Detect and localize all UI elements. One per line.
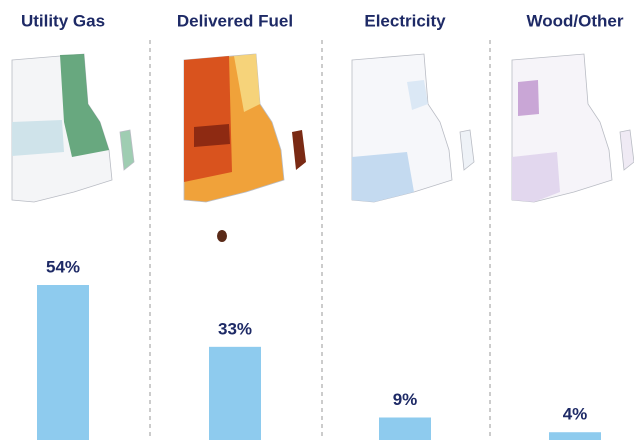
value-label: 9% <box>393 390 418 409</box>
category-label: Utility Gas <box>21 11 105 30</box>
category-label: Delivered Fuel <box>177 11 293 30</box>
map-delivered-fuel <box>183 53 306 242</box>
bar <box>209 346 261 440</box>
bar <box>379 417 431 440</box>
category-label: Wood/Other <box>527 11 624 30</box>
bar <box>549 432 601 440</box>
map-electricity <box>351 53 475 203</box>
map-wood-other <box>511 53 634 203</box>
map-utility-gas <box>11 53 135 203</box>
category-label: Electricity <box>364 11 446 30</box>
bar <box>37 285 89 440</box>
value-label: 33% <box>218 319 252 338</box>
value-label: 4% <box>563 405 588 424</box>
value-label: 54% <box>46 257 80 276</box>
